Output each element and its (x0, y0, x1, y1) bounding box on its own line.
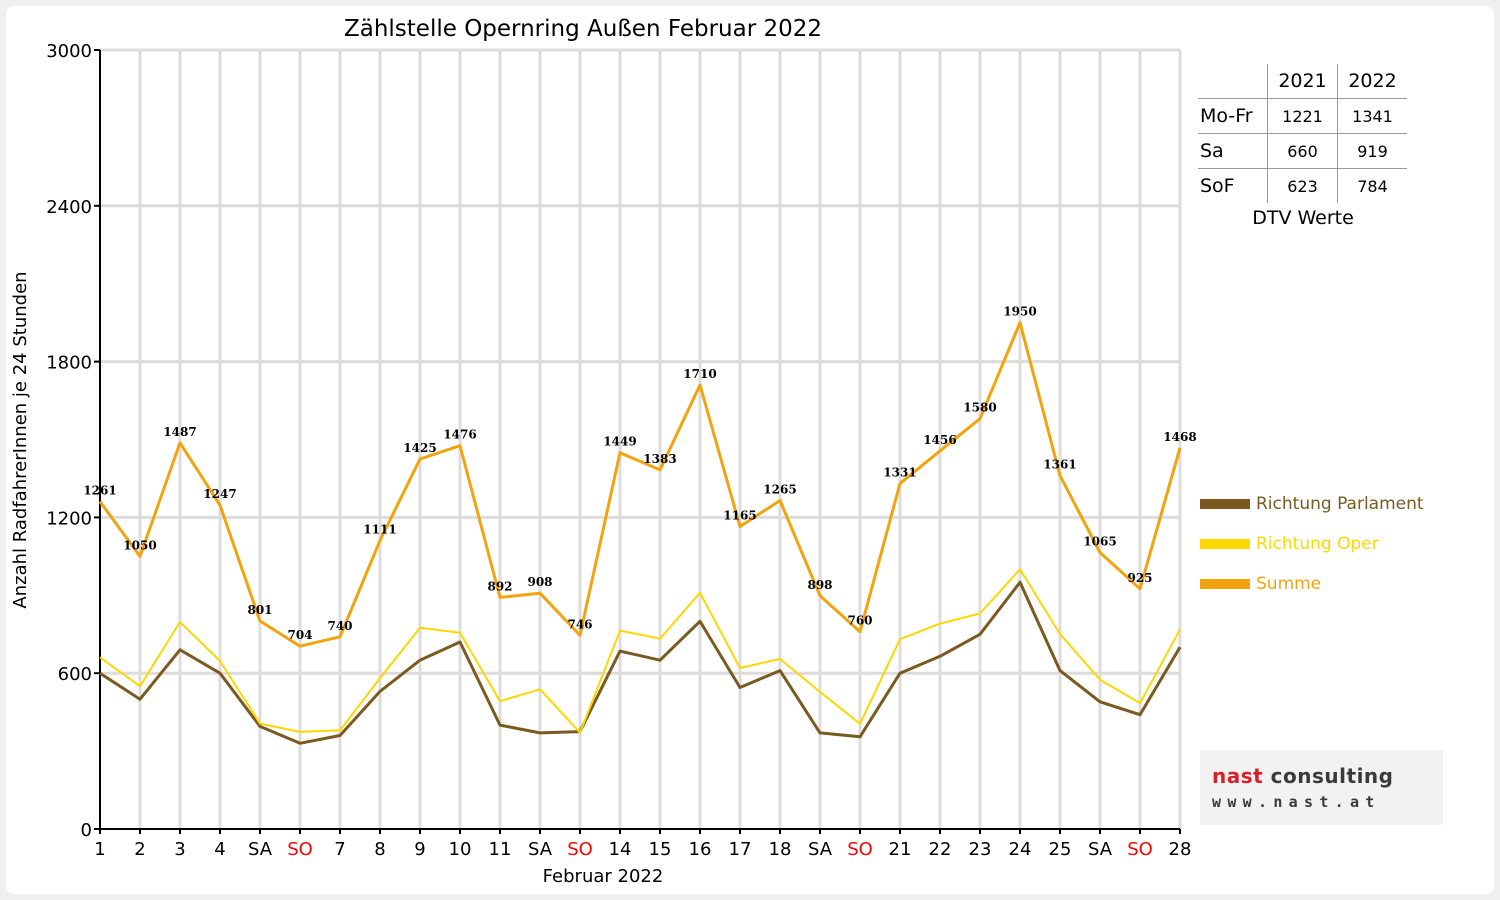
chart-title: Zählstelle Opernring Außen Februar 2022 (344, 16, 822, 42)
series-line-richtung-oper (99, 568, 1181, 734)
series-line-summe (98, 321, 1182, 648)
x-tick-label: SA (248, 839, 273, 860)
data-label-summe: 1383 (643, 452, 676, 466)
data-label-summe: 1111 (363, 523, 396, 537)
data-label-summe: 892 (487, 579, 512, 593)
dtv-corner (1198, 64, 1268, 99)
x-tick-label: SA (1088, 839, 1113, 860)
x-tick-label: SO (1127, 839, 1153, 860)
nast-consulting-logo: nast consulting www.nast.at (1200, 750, 1443, 825)
series-line-richtung-parlament (99, 580, 1182, 745)
x-tick-label: 18 (769, 839, 792, 860)
data-label-summe: 1456 (923, 433, 956, 447)
x-tick-label: SA (808, 839, 833, 860)
y-tick-label: 600 (58, 664, 92, 685)
x-axis-label: Februar 2022 (543, 866, 664, 887)
x-tick-label: 10 (449, 839, 472, 860)
x-tick-label: 21 (889, 839, 912, 860)
data-label-summe: 925 (1127, 571, 1152, 585)
dtv-row-label: SoF (1198, 168, 1268, 203)
data-label-summe: 704 (287, 628, 312, 642)
data-label-summe: 1361 (1043, 458, 1076, 472)
dtv-row-label: Mo-Fr (1198, 98, 1268, 134)
legend-label-parlament: Richtung Parlament (1256, 494, 1424, 514)
data-label-summe: 746 (567, 617, 592, 631)
data-label-summe: 1065 (1083, 534, 1116, 548)
data-label-summe: 898 (807, 578, 832, 592)
dtv-cell: 623 (1267, 168, 1338, 203)
logo-word-nast: nast (1212, 764, 1264, 788)
logo-wordmark: nast consulting (1212, 764, 1393, 788)
data-label-summe: 740 (327, 619, 352, 633)
data-label-summe: 1425 (403, 441, 436, 455)
y-axis-label: Anzahl RadfahrerInnen je 24 Stunden (10, 271, 31, 608)
data-label-summe: 1476 (443, 428, 476, 442)
x-tick-label: 24 (1009, 839, 1032, 860)
y-tick-label: 1800 (46, 353, 92, 374)
y-tick-label: 0 (81, 820, 92, 841)
data-label-summe: 1449 (603, 435, 636, 449)
data-label-summe: 1265 (763, 483, 796, 497)
data-label-summe: 1487 (163, 425, 196, 439)
x-tick-label: 17 (729, 839, 752, 860)
x-tick-label: 15 (649, 839, 672, 860)
data-label-summe: 1247 (203, 487, 236, 501)
dtv-caption: DTV Werte (1252, 207, 1354, 229)
data-label-summe: 1580 (963, 401, 996, 415)
x-tick-label: 2 (134, 839, 145, 860)
x-tick-label: 16 (689, 839, 712, 860)
legend-swatch-summe (1200, 579, 1250, 589)
data-label-summe: 801 (247, 603, 272, 617)
x-tick-label: 11 (489, 839, 512, 860)
data-label-summe: 1950 (1003, 305, 1036, 319)
x-tick-label: 4 (214, 839, 225, 860)
data-label-summe: 1261 (83, 484, 116, 498)
x-tick-label: 1 (94, 839, 105, 860)
x-tick-label: 25 (1049, 839, 1072, 860)
legend-item-oper: Richtung Oper (1200, 534, 1424, 554)
y-tick-label: 2400 (46, 197, 92, 218)
x-tick-label: 9 (414, 839, 425, 860)
data-label-summe: 908 (527, 575, 552, 589)
dtv-year-2022: 2022 (1337, 64, 1407, 99)
legend-label-summe: Summe (1256, 574, 1322, 594)
legend-swatch-oper (1200, 539, 1250, 549)
dtv-row-label: Sa (1198, 133, 1268, 169)
data-label-summe: 760 (847, 614, 872, 628)
legend-item-summe: Summe (1200, 574, 1424, 594)
x-tick-label: SO (847, 839, 873, 860)
logo-url: www.nast.at (1212, 793, 1381, 811)
x-tick-label: SO (287, 839, 313, 860)
logo-word-consulting: consulting (1270, 764, 1394, 788)
x-tick-label: 14 (609, 839, 632, 860)
dtv-cell: 1341 (1337, 98, 1407, 134)
x-tick-label: 3 (174, 839, 185, 860)
legend-label-oper: Richtung Oper (1256, 534, 1379, 554)
data-label-summe: 1050 (123, 538, 156, 552)
chart-legend: Richtung Parlament Richtung Oper Summe (1200, 494, 1424, 614)
dtv-cell: 784 (1337, 168, 1407, 203)
dtv-cell: 1221 (1267, 98, 1338, 134)
dtv-table: 2021 2022 Mo-Fr 1221 1341 Sa 660 919 SoF… (1198, 64, 1408, 229)
x-tick-label: 23 (969, 839, 992, 860)
dtv-year-2021: 2021 (1267, 64, 1338, 99)
data-label-summe: 1468 (1163, 430, 1196, 444)
legend-swatch-parlament (1200, 499, 1250, 509)
data-label-summe: 1165 (723, 508, 756, 522)
x-tick-label: 7 (334, 839, 345, 860)
x-tick-label: 22 (929, 839, 952, 860)
y-tick-label: 1200 (46, 508, 92, 529)
x-tick-label: 28 (1169, 839, 1192, 860)
x-tick-label: 8 (374, 839, 385, 860)
data-label-summe: 1710 (683, 367, 716, 381)
y-tick-label: 3000 (46, 41, 92, 62)
dtv-cell: 660 (1267, 133, 1338, 169)
data-label-summe: 1331 (883, 465, 916, 479)
x-tick-label: SA (528, 839, 553, 860)
dtv-cell: 919 (1337, 133, 1407, 169)
x-tick-label: SO (567, 839, 593, 860)
legend-item-parlament: Richtung Parlament (1200, 494, 1424, 514)
